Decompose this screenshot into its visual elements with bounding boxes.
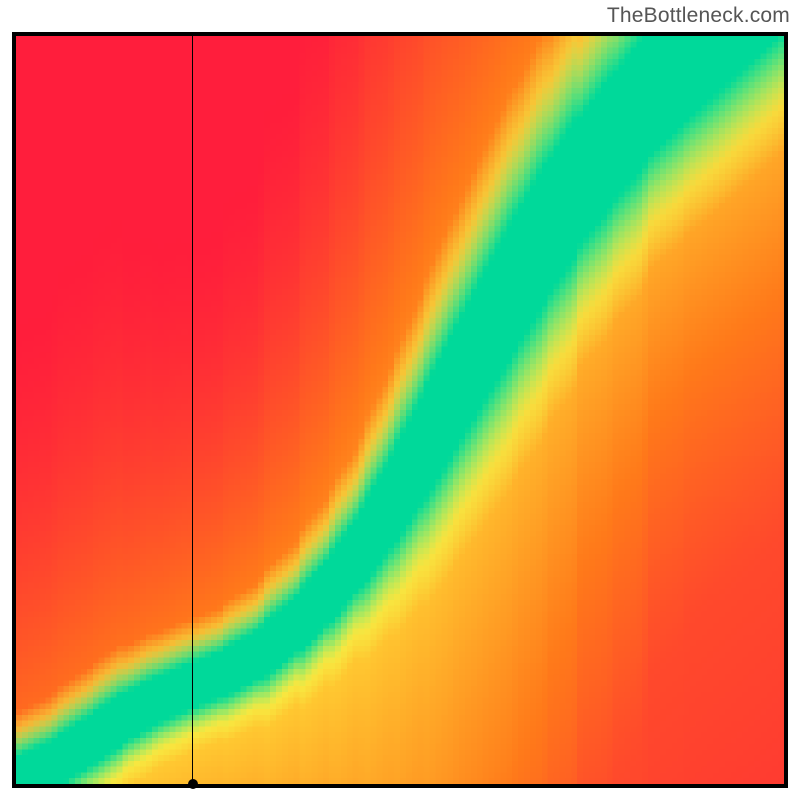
watermark-text: TheBottleneck.com xyxy=(607,4,790,28)
chart-container: TheBottleneck.com xyxy=(0,0,800,800)
marker-dot xyxy=(188,779,198,789)
plot-border xyxy=(12,32,788,788)
marker-vertical-line xyxy=(192,36,193,784)
